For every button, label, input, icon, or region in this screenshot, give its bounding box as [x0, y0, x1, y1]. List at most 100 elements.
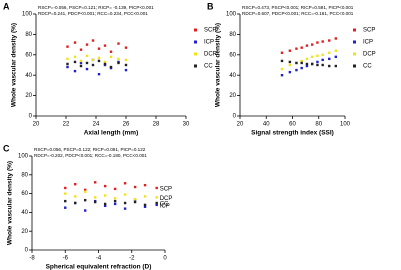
point [321, 53, 324, 56]
point [117, 42, 120, 45]
series-label: ICP [160, 203, 170, 209]
point [113, 197, 117, 200]
point [321, 58, 324, 62]
point [84, 198, 87, 202]
point [97, 56, 101, 60]
point [124, 58, 128, 62]
point [103, 62, 107, 66]
series-label: SCP [160, 187, 172, 193]
legend-label: DCP [204, 52, 217, 58]
point [316, 60, 319, 64]
point [300, 46, 303, 49]
point [316, 54, 319, 58]
legend-marker [194, 28, 197, 32]
x-tick-label: 80 [315, 122, 322, 128]
x-tick-label: 30 [183, 122, 190, 128]
point [73, 55, 77, 59]
point [280, 59, 284, 63]
point [123, 182, 127, 185]
point [117, 57, 120, 61]
point [133, 185, 137, 189]
point [305, 57, 309, 61]
x-tick-label: -4 [96, 256, 102, 262]
point [66, 45, 69, 48]
point [85, 61, 89, 65]
y-tick-label: 40 [21, 210, 28, 216]
point [93, 200, 97, 204]
point [288, 49, 292, 52]
point [74, 195, 77, 198]
legend-label: SCP [363, 28, 375, 34]
x-tick-label: 0 [163, 256, 167, 262]
point [143, 205, 147, 208]
point [300, 59, 303, 63]
point [328, 57, 331, 61]
point [64, 186, 67, 190]
annotation: RSCP=0.473, PSCP<0.001; RICP=0.591, PICP… [242, 5, 354, 10]
y-tick-label: 100 [226, 12, 237, 18]
y-tick-label: 40 [25, 73, 32, 79]
point [334, 37, 338, 40]
point [85, 54, 89, 58]
point [316, 41, 319, 44]
point [66, 57, 69, 61]
y-tick-label: 100 [18, 154, 29, 160]
point [91, 58, 95, 62]
point [113, 187, 117, 191]
point [103, 44, 107, 47]
point [321, 40, 324, 43]
legend-marker [353, 40, 356, 44]
point [328, 39, 331, 42]
point [280, 67, 284, 71]
y-tick-label: 80 [25, 32, 32, 38]
point [133, 198, 137, 201]
point [74, 183, 77, 186]
y-tick-label: 0 [25, 248, 29, 254]
point [103, 202, 107, 206]
x-axis-label: Spherical equivalent refraction (D) [46, 264, 152, 270]
x-tick-label: 28 [153, 122, 160, 128]
x-tick-label: 40 [263, 122, 270, 128]
series-label: DCP [160, 196, 173, 202]
point [295, 68, 298, 72]
point [85, 43, 89, 46]
point [310, 55, 314, 59]
point [103, 204, 107, 208]
point [85, 67, 89, 71]
point [155, 186, 158, 190]
point [155, 201, 158, 205]
legend-label: CC [204, 64, 213, 70]
point [321, 63, 324, 67]
point [295, 47, 298, 50]
y-axis-label: Whole vascular density (%) [11, 23, 18, 107]
point [103, 60, 107, 64]
panel-label: C [3, 143, 10, 153]
panel-label: A [3, 1, 10, 11]
point [155, 203, 158, 207]
x-tick-label: 100 [340, 122, 351, 128]
point [288, 60, 292, 64]
point [300, 61, 303, 65]
point [73, 60, 77, 64]
legend-label: ICP [363, 40, 373, 46]
point [133, 200, 137, 204]
legend-label: CC [363, 64, 372, 70]
y-axis-label: Whole vascular density (%) [215, 23, 222, 107]
point [334, 55, 338, 59]
point [109, 50, 113, 53]
point [97, 72, 101, 76]
point [305, 44, 309, 47]
point [64, 192, 67, 195]
point [155, 196, 158, 199]
legend-marker [353, 28, 356, 32]
point [280, 51, 284, 54]
x-tick-label: -2 [129, 256, 135, 262]
x-tick-label: 24 [93, 122, 100, 128]
x-tick-label: 20 [33, 122, 40, 128]
series-label: CC [160, 202, 169, 208]
point [84, 209, 87, 212]
y-tick-label: 60 [229, 52, 236, 58]
point [280, 74, 284, 77]
x-axis-label: Signal strength index (SSI) [251, 130, 334, 137]
annotation: RSCP=0.056, PSCP=0.122; RICP=0.091, PICP… [34, 147, 146, 152]
